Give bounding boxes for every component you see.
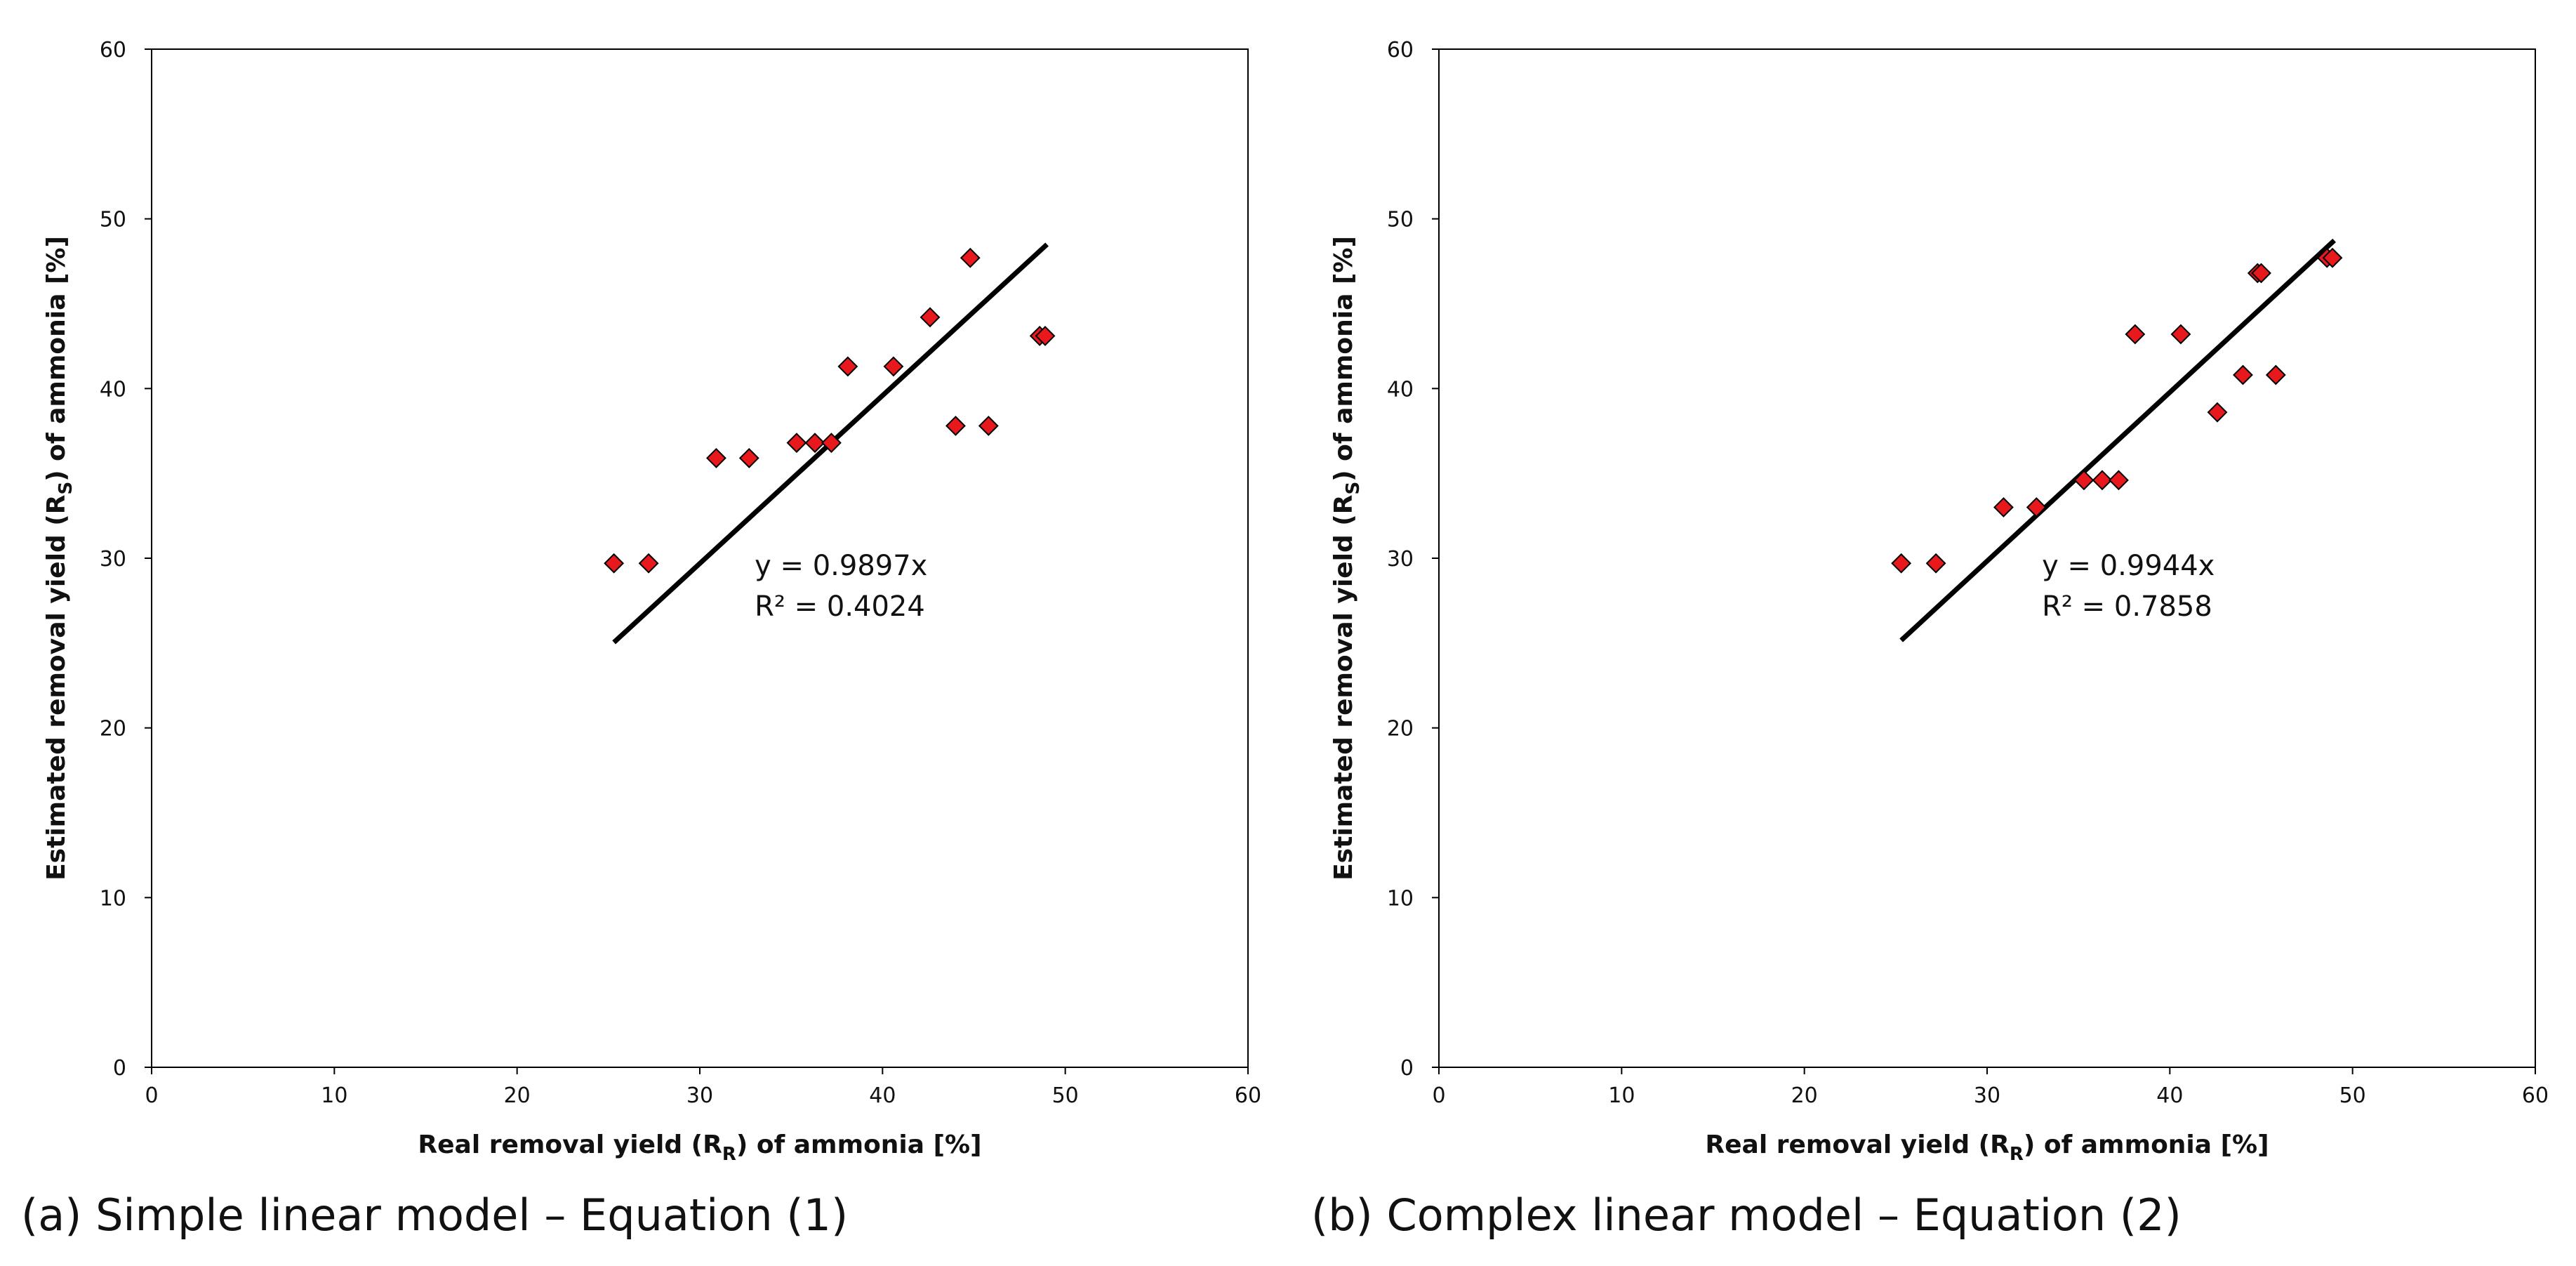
data-point [919,307,941,328]
x-tick-label: 0 [1432,1083,1445,1108]
data-point [2170,324,2191,345]
x-tick-label: 60 [1235,1083,1261,1108]
y-axis-title-suffix: ) of ammonia [%] [42,236,71,482]
trendline-equation: y = 0.9897x [755,550,927,582]
data-point [2251,263,2271,284]
y-tick-label: 50 [1387,208,1414,232]
data-point [2026,497,2047,517]
y-tick-label: 60 [1387,38,1414,62]
data-point [2092,470,2113,491]
chart-panel-b: 0 10 20 30 40 50 60 0 10 20 30 40 50 60 Real removal y… [1311,38,2549,1241]
x-tick-label: 10 [321,1083,347,1108]
y-tick-label: 10 [1387,886,1414,911]
data-point [978,416,999,436]
x-tick-label: 30 [686,1083,713,1108]
y-tick-label: 50 [100,208,126,232]
x-tick-label: 40 [2156,1083,2183,1108]
data-point [821,433,842,454]
y-axis-title-subscript: S [55,482,77,495]
data-point [2109,470,2129,491]
data-point [706,448,726,468]
y-tick-label: 20 [100,717,126,741]
data-point [960,247,981,268]
x-axis-title-text: Real removal yield (R [418,1130,722,1159]
y-tick-label: 40 [1387,377,1414,402]
x-tick-label: 50 [1052,1083,1079,1108]
plot-frame [151,48,1249,1068]
data-point [786,433,807,454]
data-point [1925,553,1946,574]
data-point [804,433,825,454]
x-axis-title-text: Real removal yield (R [1705,1130,2009,1159]
y-tick-label: 60 [100,38,126,62]
trendline [1899,238,2337,642]
x-tick-label: 10 [1608,1083,1635,1108]
x-axis-title-subscript: R [2010,1144,2024,1165]
data-point [738,448,759,468]
r-squared-label: R² = 0.7858 [2042,591,2212,623]
data-point [2265,364,2286,385]
x-tick-label: 50 [2339,1083,2366,1108]
x-axis-title: Real removal yield (RR) of ammonia [%] [1705,1130,2269,1165]
panel-caption: (a) Simple linear model – Equation (1) [21,1189,848,1241]
panel-caption: (b) Complex linear model – Equation (2) [1311,1189,2182,1241]
data-point [604,553,625,574]
y-tick-label: 10 [100,886,126,911]
y-tick-label: 0 [113,1056,126,1081]
r-squared-label: R² = 0.4024 [755,591,925,623]
y-tick-label: 20 [1387,717,1414,741]
y-axis-title: Estimated removal yield (RS) of ammonia … [1329,236,1364,881]
y-axis-title-suffix: ) of ammonia [%] [1329,236,1358,482]
x-tick-label: 0 [145,1083,158,1108]
data-point [2125,324,2146,345]
x-tick-label: 60 [2522,1083,2549,1108]
data-point [2233,364,2253,385]
data-point [638,553,659,574]
x-tick-label: 20 [1791,1083,1818,1108]
x-axis-title: Real removal yield (RR) of ammonia [%] [418,1130,981,1165]
y-tick-label: 40 [100,377,126,402]
data-point [2207,402,2228,423]
chart-panel-a: 0 10 20 30 40 50 60 0 10 20 30 40 50 60 Real removal y… [21,38,1261,1241]
y-tick-label: 30 [1387,547,1414,572]
y-tick-label: 0 [1400,1056,1414,1081]
data-point [883,356,904,377]
x-tick-label: 20 [504,1083,531,1108]
x-axis-title-suffix: ) of ammonia [%] [736,1130,982,1159]
x-axis-title-suffix: ) of ammonia [%] [2024,1130,2269,1159]
data-point [945,416,966,436]
trendline-equation: y = 0.9944x [2042,550,2215,582]
y-axis-title-subscript: S [1343,482,1364,495]
y-axis-title: Estimated removal yield (RS) of ammonia … [42,236,77,881]
data-point [1891,553,1912,574]
y-axis-title-text: Estimated removal yield (R [42,495,71,881]
y-tick-label: 30 [100,547,126,572]
y-axis-title-text: Estimated removal yield (R [1329,495,1358,881]
data-point [2322,247,2343,268]
x-axis-title-subscript: R [722,1144,736,1165]
x-tick-label: 30 [1974,1083,2000,1108]
data-point [837,356,858,377]
x-tick-label: 40 [869,1083,896,1108]
data-point [1035,326,1056,346]
data-point [1993,497,2014,517]
data-point [2073,470,2094,491]
